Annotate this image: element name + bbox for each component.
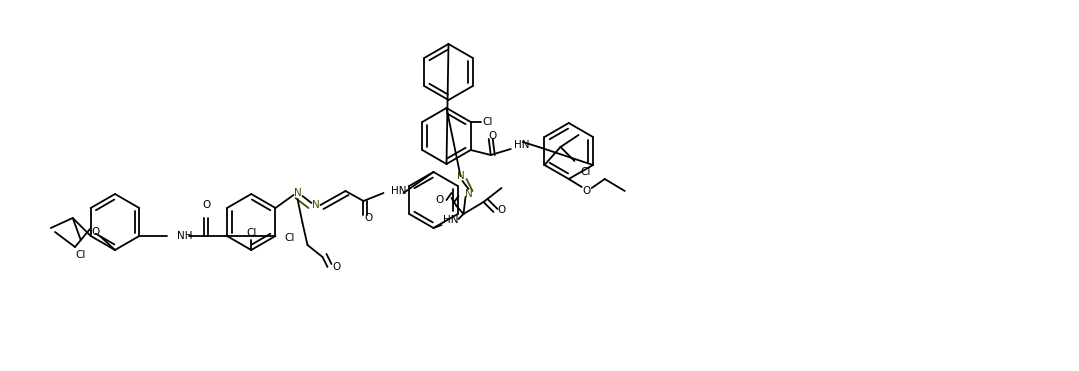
Text: Cl: Cl [284,233,295,243]
Text: N: N [293,188,301,198]
Text: N: N [456,171,464,181]
Text: O: O [91,227,99,237]
Text: O: O [365,213,372,223]
Text: HN: HN [392,186,407,196]
Text: O: O [202,200,210,210]
Text: O: O [435,195,443,205]
Text: O: O [583,186,591,196]
Text: N: N [312,200,319,210]
Text: Cl: Cl [76,250,86,260]
Text: HN: HN [443,215,459,225]
Text: Cl: Cl [246,228,257,238]
Text: Cl: Cl [482,117,493,127]
Text: O: O [489,131,496,141]
Text: O: O [497,205,506,215]
Text: N: N [465,189,473,199]
Text: Cl: Cl [581,167,591,177]
Text: HN: HN [514,140,529,150]
Text: NH: NH [177,231,193,241]
Text: O: O [332,262,341,272]
